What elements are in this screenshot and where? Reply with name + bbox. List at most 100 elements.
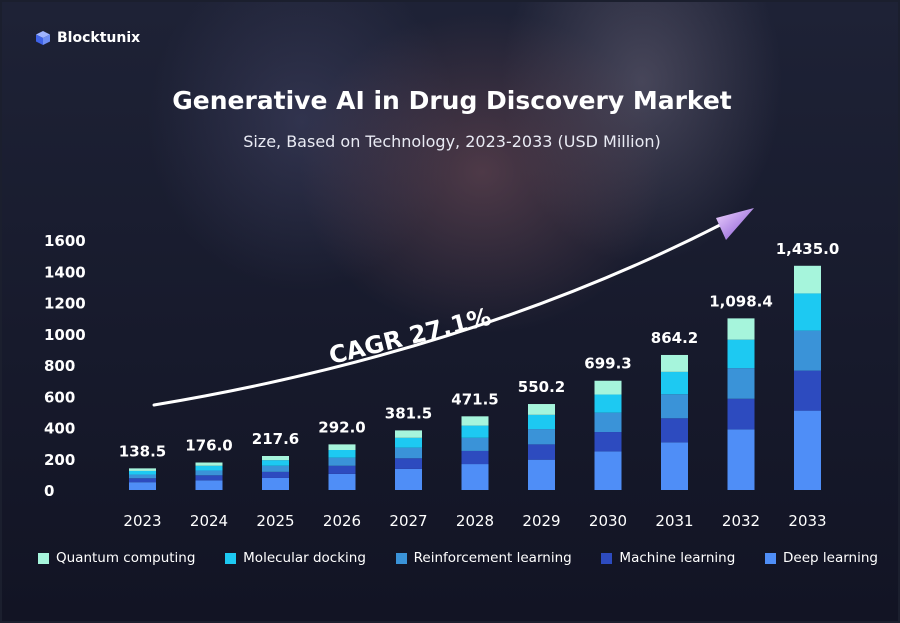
chart-title: Generative AI in Drug Discovery Market [172,86,732,115]
y-tick-label: 200 [44,451,75,469]
bar-segment-deep-learning [129,482,156,490]
legend-item: Quantum computing [38,550,195,566]
bar-segment-reinforcement-learning [661,394,688,419]
bar-segment-deep-learning [594,451,622,490]
bar-segment-quantum-computing [461,416,489,426]
bar-segment-reinforcement-learning [461,437,489,451]
bar-total-label: 217.6 [252,430,299,448]
bar-segment-reinforcement-learning [528,429,555,445]
bar-total-label: 1,098.4 [709,292,773,310]
bar-segment-deep-learning [727,429,755,490]
bar-segment-molecular-docking [195,465,223,471]
y-tick-label: 1200 [44,295,86,313]
legend-label: Reinforcement learning [413,550,572,566]
x-tick-label: 2029 [522,512,560,530]
x-axis: 2023 2024 2025 2026 2027 2028 2029 2030 2031 2032… [123,512,826,530]
bar-segment-machine-learning [195,475,223,481]
bar-total-label: 1,435.0 [776,240,840,258]
x-tick-label: 2028 [456,512,494,530]
bar-segment-reinforcement-learning [594,412,622,433]
brand-name: Blocktunix [57,30,141,46]
bar-total-label: 292.0 [318,418,365,436]
bar-total-label: 699.3 [584,355,631,373]
legend-label: Machine learning [619,550,736,566]
x-tick-label: 2031 [655,512,693,530]
bar-segment-molecular-docking [727,339,755,369]
legend-item: Molecular docking [225,550,366,566]
bar-segment-molecular-docking [794,293,821,331]
bar-segment-quantum-computing [528,404,555,415]
bar-segment-molecular-docking [129,470,156,475]
bar-segment-deep-learning [262,477,289,490]
x-tick-label: 2033 [788,512,826,530]
y-tick-label: 800 [44,357,75,375]
y-tick-label: 400 [44,420,75,438]
cagr-arrow-head [716,208,754,240]
bar-segment-deep-learning [195,480,223,490]
legend-swatch [601,552,613,564]
bar-segment-machine-learning [794,370,821,411]
bar-segment-machine-learning [727,398,755,430]
bar-total-label: 176.0 [185,437,232,455]
legend-item: Reinforcement learning [395,550,572,566]
bar-segment-quantum-computing [129,468,156,471]
bar-segment-deep-learning [328,473,356,490]
x-tick-label: 2025 [256,512,294,530]
x-tick-label: 2030 [589,512,627,530]
bar-segment-deep-learning [461,464,489,490]
cagr-arrow-curve [152,222,724,407]
bar-segment-reinforcement-learning [395,447,422,459]
legend-swatch [395,552,407,564]
bar-total-label: 138.5 [119,442,166,460]
bar-segment-quantum-computing [328,444,356,450]
bars [129,265,821,490]
bar-segment-molecular-docking [328,450,356,458]
x-tick-label: 2032 [722,512,760,530]
bar-total-label: 864.2 [651,329,698,347]
legend-label: Molecular docking [243,550,366,566]
y-tick-label: 1400 [44,263,86,281]
y-tick-label: 600 [44,388,75,406]
total-labels: 138.5 176.0 217.6 292.0 381.5 471.5 550.2 699.3… [119,240,840,461]
bar-segment-deep-learning [528,459,555,490]
legend-swatch [225,552,237,564]
y-tick-label: 1000 [44,326,86,344]
legend-label: Deep learning [783,550,878,566]
legend: Quantum computing Molecular docking Reinfo… [38,550,878,566]
x-tick-label: 2024 [190,512,228,530]
y-tick-label: 0 [44,482,54,500]
bar-segment-machine-learning [461,450,489,465]
bar-segment-machine-learning [661,418,688,443]
x-tick-label: 2026 [323,512,361,530]
bar-segment-deep-learning [395,468,422,490]
legend-item: Deep learning [765,550,878,566]
bar-segment-quantum-computing [794,265,821,294]
bar-segment-reinforcement-learning [794,330,821,371]
bar-segment-deep-learning [794,410,821,490]
bar-total-label: 550.2 [518,378,565,396]
bar-segment-quantum-computing [594,380,622,395]
legend-item: Machine learning [601,550,735,566]
bar-segment-quantum-computing [661,354,688,372]
bar-segment-reinforcement-learning [328,457,356,466]
bar-segment-molecular-docking [262,460,289,466]
bar-segment-quantum-computing [195,462,223,466]
bar-segment-reinforcement-learning [727,368,755,399]
bar-total-label: 471.5 [451,390,498,408]
bar-segment-molecular-docking [594,394,622,413]
cagr-label: CAGR 27.1% [326,303,494,370]
legend-swatch [765,552,777,564]
bar-segment-machine-learning [594,432,622,452]
bar-segment-reinforcement-learning [195,470,223,476]
bar-segment-molecular-docking [461,425,489,438]
chart-subtitle: Size, Based on Technology, 2023-2033 (US… [243,132,661,151]
bar-segment-machine-learning [528,444,555,460]
bar-segment-molecular-docking [528,414,555,430]
x-tick-label: 2027 [389,512,427,530]
bar-total-label: 381.5 [385,404,432,422]
bar-segment-deep-learning [661,442,688,490]
bar-segment-quantum-computing [395,430,422,438]
bar-segment-molecular-docking [395,437,422,448]
